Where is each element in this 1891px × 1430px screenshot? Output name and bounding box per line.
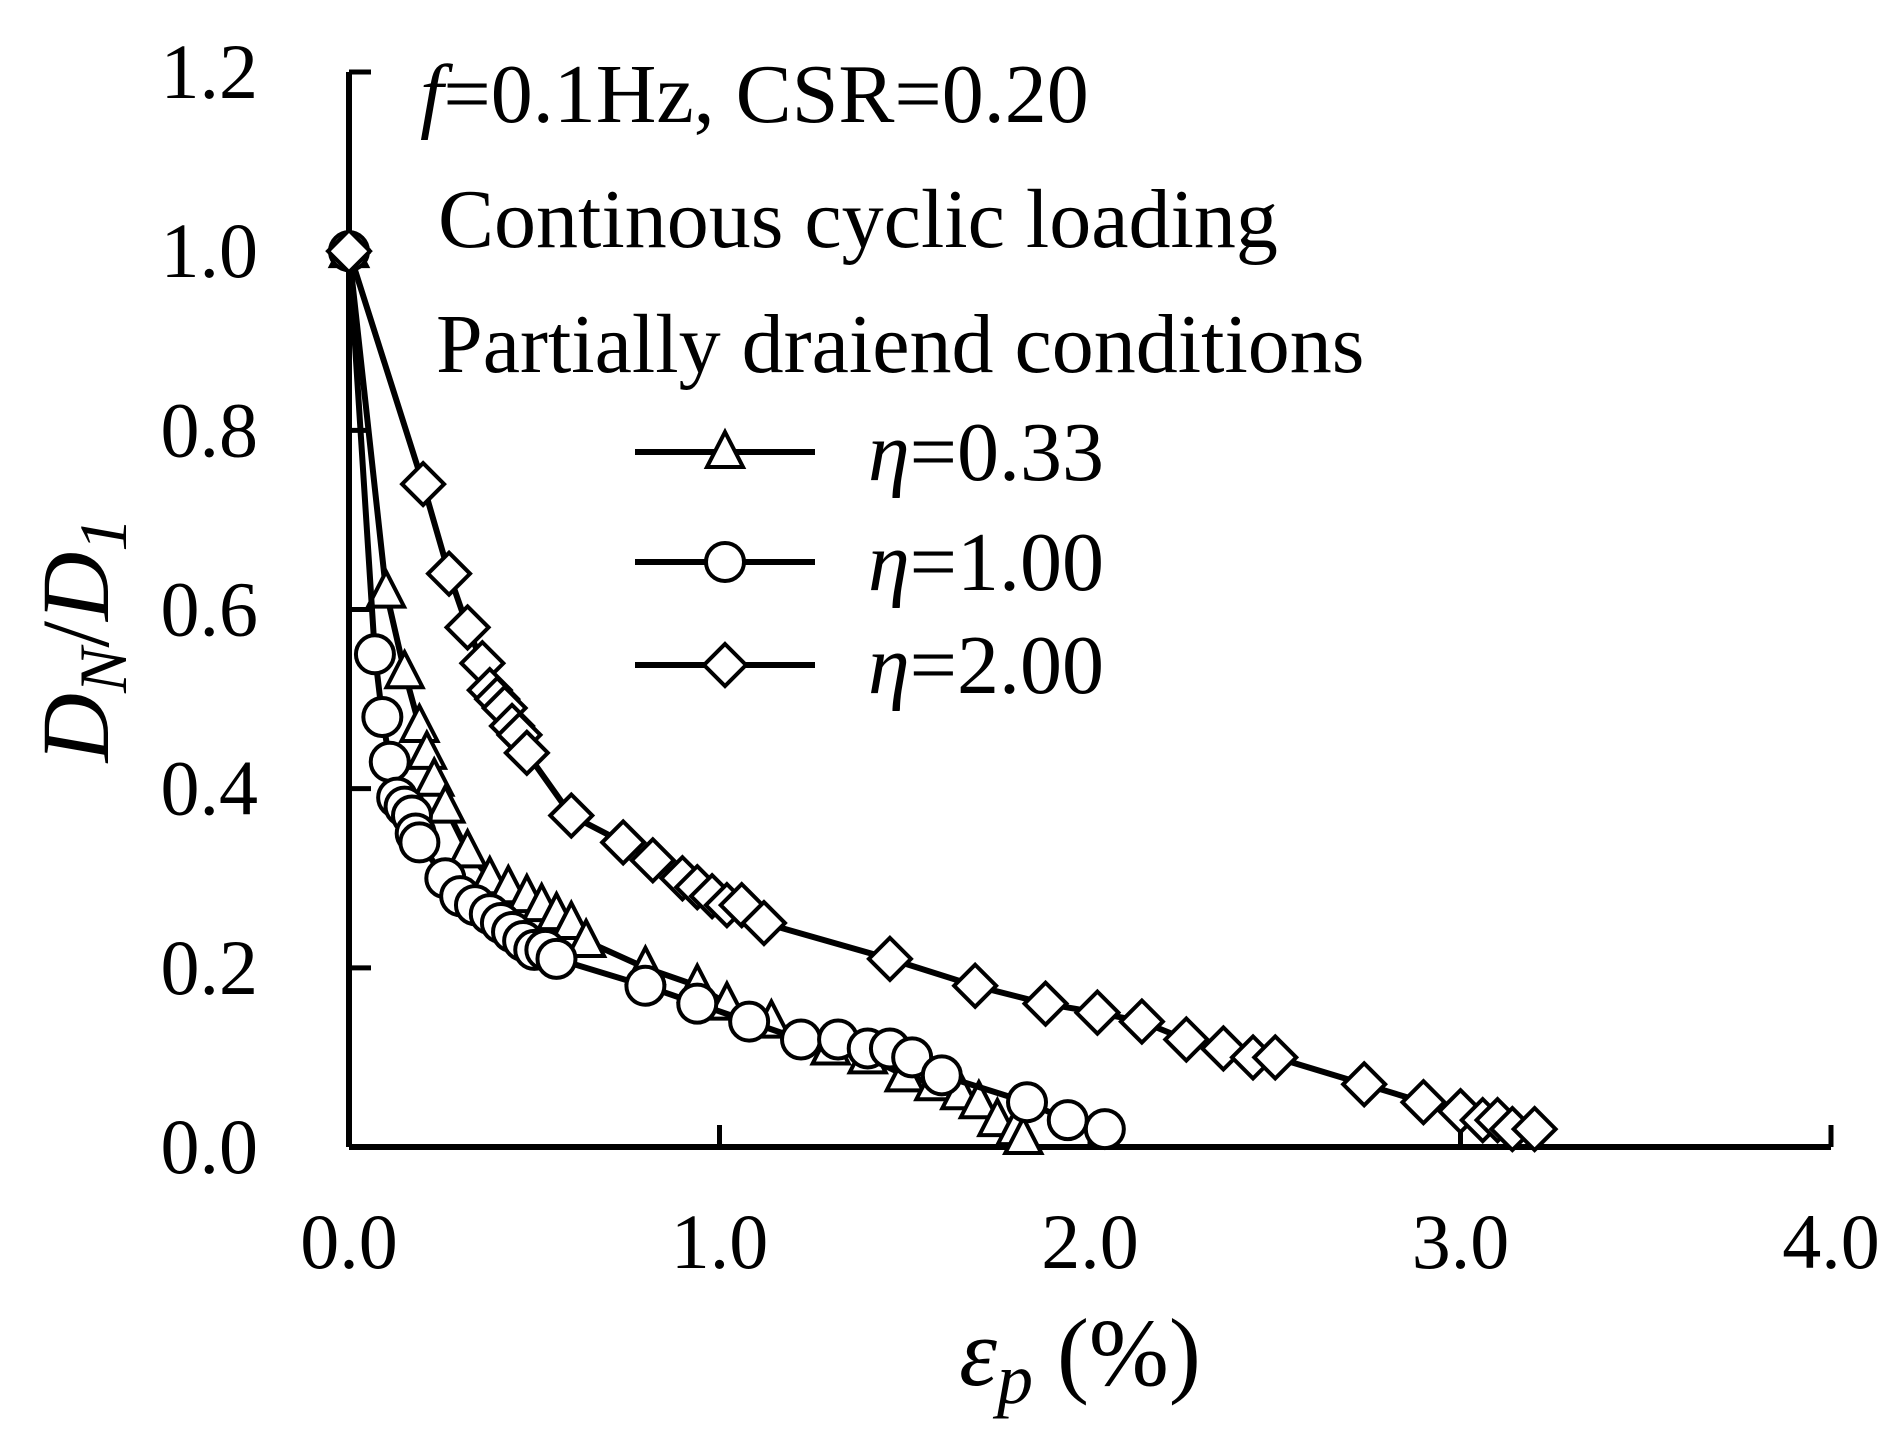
- y-axis-title: DN/D1: [22, 518, 141, 765]
- legend-label-eta-100: η=1.00: [868, 516, 1104, 609]
- data-point-diamond: [628, 836, 677, 885]
- y-tick-label: 1.2: [161, 28, 259, 115]
- data-point-circle: [361, 696, 404, 738]
- data-point-circle: [728, 1000, 771, 1043]
- data-point-diamond: [547, 791, 596, 840]
- data-point-triangle: [564, 916, 608, 958]
- y-axis-sub-1: 1: [65, 518, 141, 552]
- data-point-diamond: [1021, 979, 1070, 1028]
- y-axis-d: D: [22, 693, 129, 764]
- series-layer: [325, 226, 1559, 1156]
- data-point-triangle: [364, 567, 408, 609]
- legend-eta-symbol-1: η: [868, 406, 910, 499]
- y-tick-label: 0.2: [161, 924, 259, 1011]
- data-point-diamond: [1399, 1078, 1448, 1127]
- legend: η=0.33 η=1.00 η=2.00: [635, 406, 1104, 712]
- x-tick-label: 3.0: [1412, 1198, 1510, 1285]
- legend-marker-circle: [704, 541, 746, 583]
- data-point-diamond: [399, 460, 447, 508]
- annotation-drainage: Partially draiend conditions: [436, 298, 1364, 391]
- x-axis-subscript: p: [992, 1339, 1033, 1419]
- legend-marker-triangle: [703, 427, 747, 469]
- legend-eta-symbol-2: η: [868, 516, 910, 609]
- data-point-triangle: [446, 827, 489, 869]
- y-tick-label: 0.6: [161, 566, 259, 653]
- data-point-diamond: [443, 603, 492, 652]
- series-circle: [328, 230, 1126, 1151]
- legend-label-eta-033: η=0.33: [868, 406, 1104, 499]
- annotation-loading: Continous cyclic loading: [438, 173, 1278, 266]
- data-point-circle: [1083, 1108, 1126, 1151]
- legend-symbol-triangle: [703, 427, 747, 469]
- data-point-triangle: [1002, 1113, 1045, 1156]
- legend-label-eta-200: η=2.00: [868, 619, 1104, 712]
- x-axis-symbol: ε: [959, 1299, 997, 1406]
- data-point-diamond: [1510, 1105, 1559, 1153]
- data-point-circle: [624, 964, 667, 1007]
- data-point-diamond: [599, 818, 647, 867]
- data-point-triangle: [424, 782, 467, 824]
- legend-marker-diamond: [701, 641, 749, 689]
- y-tick-label: 0.8: [161, 386, 259, 473]
- legend-eta-value-3: =2.00: [910, 619, 1104, 712]
- legend-symbol-circle: [704, 541, 746, 583]
- y-axis-sub-n: N: [65, 644, 141, 694]
- data-point-circle: [1006, 1081, 1049, 1124]
- x-tick-label: 4.0: [1782, 1198, 1880, 1285]
- data-point-circle: [368, 740, 411, 783]
- data-point-diamond: [325, 227, 373, 275]
- data-point-diamond: [1251, 1033, 1300, 1082]
- data-point-triangle: [412, 755, 456, 797]
- series-diamond: [325, 227, 1559, 1153]
- data-point-circle: [353, 633, 396, 676]
- data-point-diamond: [1118, 997, 1166, 1046]
- y-tick-label: 1.0: [161, 207, 259, 294]
- data-point-diamond: [1162, 1015, 1211, 1064]
- annotation-frequency: f=0.1Hz, CSR=0.20: [420, 48, 1089, 141]
- data-point-diamond: [866, 935, 914, 983]
- data-point-circle: [1046, 1099, 1089, 1142]
- data-point-diamond: [740, 899, 788, 947]
- x-tick-label: 2.0: [1041, 1198, 1139, 1285]
- legend-eta-value-1: =0.33: [910, 406, 1104, 499]
- legend-eta-value-2: =1.00: [910, 516, 1104, 609]
- axes: 0.0 0.2 0.4 0.6 0.8 1.0 1.2 0.0 1.0 2.0 3.0 4.0: [161, 28, 1880, 1285]
- y-tick-label: 0.0: [161, 1103, 259, 1190]
- x-tick-label: 0.0: [300, 1198, 398, 1285]
- legend-eta-symbol-3: η: [868, 619, 910, 712]
- annotation-frequency-rest: =0.1Hz, CSR=0.20: [443, 48, 1088, 141]
- data-point-triangle: [398, 701, 441, 743]
- data-point-diamond: [1340, 1060, 1388, 1109]
- data-point-diamond: [503, 729, 551, 777]
- data-point-triangle: [957, 1077, 1001, 1120]
- y-axis-d2: D: [22, 552, 129, 623]
- data-point-circle: [398, 821, 441, 864]
- y-tick-label: 0.4: [161, 745, 259, 832]
- data-point-diamond: [951, 961, 999, 1010]
- x-axis-unit: (%): [1033, 1299, 1201, 1406]
- data-point-diamond: [425, 549, 473, 598]
- data-point-circle: [920, 1054, 963, 1097]
- legend-symbol-diamond: [701, 641, 749, 689]
- data-point-triangle: [383, 647, 426, 690]
- y-axis-slash: /: [22, 621, 129, 648]
- data-point-diamond: [1073, 988, 1122, 1037]
- data-point-circle: [676, 982, 719, 1025]
- x-axis-title: εp (%): [959, 1299, 1201, 1419]
- data-point-circle: [535, 937, 578, 980]
- data-point-circle: [780, 1018, 823, 1061]
- x-tick-label: 1.0: [671, 1198, 769, 1285]
